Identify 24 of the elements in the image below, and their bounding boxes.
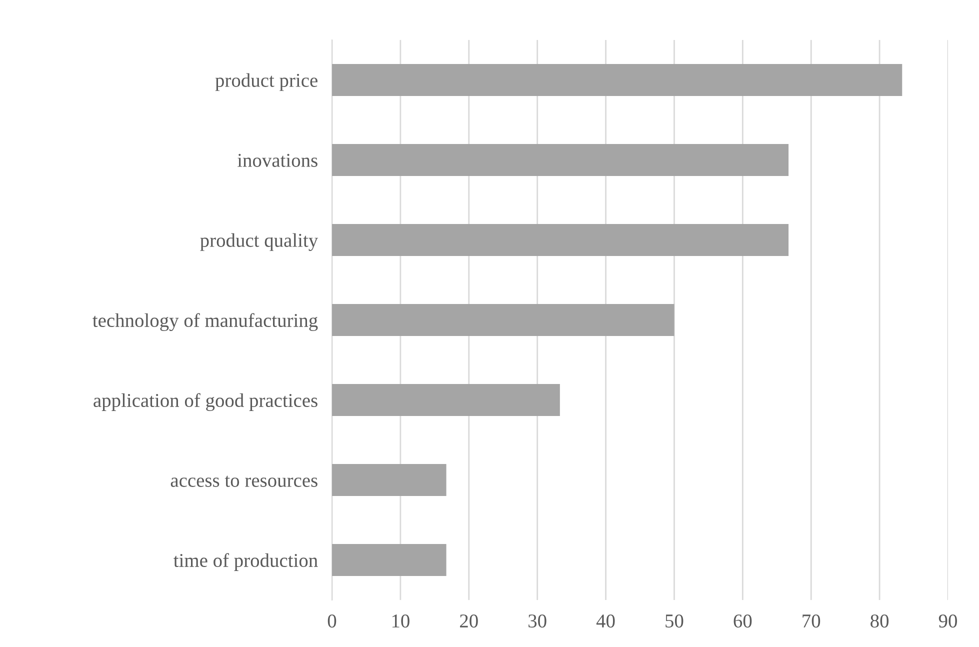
- y-tick-label: product price: [215, 73, 318, 91]
- bar: [332, 544, 446, 576]
- x-tick-label: 60: [734, 614, 752, 628]
- bar: [332, 304, 674, 336]
- x-tick-label: 20: [460, 614, 478, 628]
- y-tick-label: access to resources: [170, 476, 318, 487]
- x-tick-label: 0: [328, 614, 336, 628]
- y-tick-label: product quality: [200, 233, 318, 251]
- bar: [332, 144, 789, 176]
- y-tick-label: inovations: [238, 154, 318, 167]
- x-tick-label: 80: [870, 614, 889, 628]
- bar: [332, 224, 789, 256]
- x-tick-label: 10: [392, 614, 410, 628]
- x-tick-label: 50: [666, 614, 684, 628]
- bar: [332, 64, 902, 96]
- y-tick-label: technology of manufacturing: [92, 313, 318, 332]
- bar: [332, 384, 560, 416]
- bar: [332, 464, 446, 496]
- x-tick-label: 90: [938, 614, 957, 628]
- y-tick-label: time of production: [174, 553, 318, 571]
- x-tick-label: 70: [802, 614, 820, 628]
- y-tick-label: application of good practices: [94, 393, 318, 412]
- x-tick-label: 30: [528, 614, 546, 628]
- x-tick-label: 40: [596, 614, 615, 628]
